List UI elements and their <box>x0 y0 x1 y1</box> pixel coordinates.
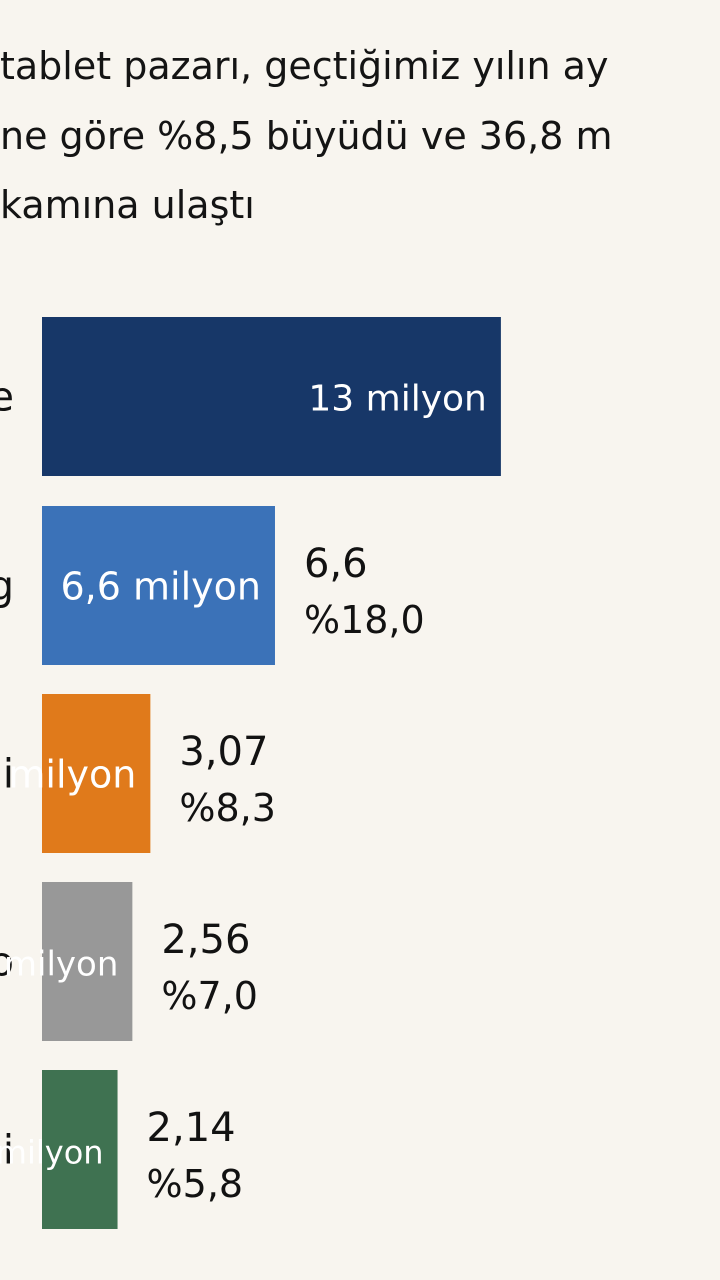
bar-share-label: %8,3 <box>179 786 276 830</box>
category-label: i <box>3 752 14 798</box>
bar-value-label: 6,6 milyon <box>61 565 261 609</box>
headline-line-3: kamına ulaştı <box>0 183 255 227</box>
bar <box>42 694 151 853</box>
bar-outside-value: 3,07 <box>179 729 268 775</box>
bar-value-label: 2,14 milyon <box>0 1134 104 1172</box>
bar-value-label: 2,56 milyon <box>0 945 118 985</box>
bar-share-label: %5,8 <box>147 1162 244 1206</box>
category-label: g <box>0 564 14 610</box>
bar <box>42 506 275 665</box>
category-label: o <box>0 940 14 986</box>
bar-value-label: 13 milyon <box>308 379 486 420</box>
bar <box>42 1070 118 1229</box>
bar-outside-value: 6,6 <box>304 541 368 587</box>
category-label: i <box>3 1128 14 1174</box>
category-label: e <box>0 375 14 421</box>
bar-share-label: %18,0 <box>304 598 425 642</box>
bar-value-label: 3,07 milyon <box>0 753 136 797</box>
bar-share-label: %7,0 <box>161 974 258 1018</box>
bar-outside-value: 2,14 <box>147 1105 236 1151</box>
headline: tablet pazarı, geçtiğimiz yılın ay ne gö… <box>0 0 720 260</box>
bar <box>42 882 133 1041</box>
bar <box>42 317 501 476</box>
headline-line-1: tablet pazarı, geçtiğimiz yılın ay <box>0 44 609 88</box>
bar-outside-value: 2,56 <box>161 917 250 963</box>
headline-line-2: ne göre %8,5 büyüdü ve 36,8 m <box>0 114 613 158</box>
